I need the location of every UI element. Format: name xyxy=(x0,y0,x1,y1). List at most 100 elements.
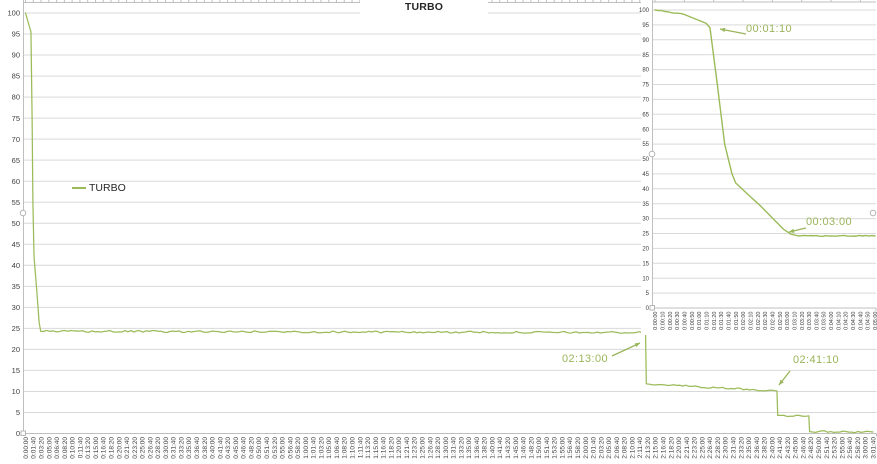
svg-text:30: 30 xyxy=(12,303,20,312)
svg-text:0:02:30: 0:02:30 xyxy=(763,312,769,330)
svg-text:2:46:40: 2:46:40 xyxy=(800,437,807,459)
main-chart-x-tick-labels: 0:00:00 0:01:40 0:03:20 0:05:00 0:06:40 0:08:… xyxy=(23,437,877,459)
svg-text:0:08:20: 0:08:20 xyxy=(62,437,69,459)
svg-text:70: 70 xyxy=(642,98,649,104)
svg-text:0:50:00: 0:50:00 xyxy=(256,437,263,459)
svg-text:1:53:20: 1:53:20 xyxy=(552,437,559,459)
svg-text:0: 0 xyxy=(646,306,650,312)
svg-text:0:02:20: 0:02:20 xyxy=(756,312,762,330)
legend-label: TURBO xyxy=(89,182,126,194)
svg-text:25: 25 xyxy=(12,324,20,333)
svg-text:0: 0 xyxy=(16,429,20,438)
inset-chart-top-ticks xyxy=(654,0,861,2)
svg-text:2:33:20: 2:33:20 xyxy=(738,437,745,459)
svg-text:1:23:20: 1:23:20 xyxy=(412,437,419,459)
svg-text:2:08:20: 2:08:20 xyxy=(622,437,629,459)
svg-text:0:30:00: 0:30:00 xyxy=(163,437,170,459)
svg-text:0:53:20: 0:53:20 xyxy=(272,437,279,459)
annotation-arrowhead xyxy=(720,27,726,33)
svg-text:2:18:20: 2:18:20 xyxy=(668,437,675,459)
svg-text:75: 75 xyxy=(642,83,649,89)
svg-text:1:46:40: 1:46:40 xyxy=(521,437,528,459)
svg-text:0:10:00: 0:10:00 xyxy=(70,437,77,459)
svg-text:55: 55 xyxy=(12,198,20,207)
svg-text:2:03:20: 2:03:20 xyxy=(598,437,605,459)
svg-text:70: 70 xyxy=(12,135,20,144)
svg-text:1:21:40: 1:21:40 xyxy=(404,437,411,459)
svg-text:1:43:20: 1:43:20 xyxy=(505,437,512,459)
svg-text:0:03:50: 0:03:50 xyxy=(822,312,828,330)
svg-text:0:03:20: 0:03:20 xyxy=(39,437,46,459)
svg-text:10: 10 xyxy=(12,387,20,396)
svg-text:0:36:40: 0:36:40 xyxy=(194,437,201,459)
svg-text:0:38:20: 0:38:20 xyxy=(202,437,209,459)
svg-text:1:30:00: 1:30:00 xyxy=(443,437,450,459)
svg-text:0:40:00: 0:40:00 xyxy=(210,437,217,459)
svg-text:45: 45 xyxy=(12,240,20,249)
svg-text:2:51:40: 2:51:40 xyxy=(824,437,831,459)
selection-handle xyxy=(19,209,27,217)
svg-text:90: 90 xyxy=(642,38,649,44)
svg-text:80: 80 xyxy=(642,68,649,74)
inset-chart-annotations: 00:01:10 00:03:00 xyxy=(719,23,852,233)
svg-text:50: 50 xyxy=(642,157,649,163)
svg-text:55: 55 xyxy=(642,142,649,148)
annotation-label: 00:01:10 xyxy=(746,23,792,35)
svg-text:2:48:20: 2:48:20 xyxy=(808,437,815,459)
svg-text:35: 35 xyxy=(642,202,649,208)
svg-text:1:01:40: 1:01:40 xyxy=(311,437,318,459)
svg-text:1:03:20: 1:03:20 xyxy=(318,437,325,459)
svg-text:0:04:10: 0:04:10 xyxy=(836,312,842,330)
svg-text:0:00:30: 0:00:30 xyxy=(675,312,681,330)
svg-text:1:11:40: 1:11:40 xyxy=(357,437,364,459)
svg-text:0:33:20: 0:33:20 xyxy=(178,437,185,459)
svg-text:0:55:00: 0:55:00 xyxy=(280,437,287,459)
svg-text:0:00:40: 0:00:40 xyxy=(682,312,688,330)
svg-text:0:03:40: 0:03:40 xyxy=(814,312,820,330)
legend[interactable]: TURBO xyxy=(72,182,126,194)
svg-text:1:16:40: 1:16:40 xyxy=(381,437,388,459)
svg-text:0:13:20: 0:13:20 xyxy=(85,437,92,459)
svg-text:1:26:40: 1:26:40 xyxy=(427,437,434,459)
svg-text:100: 100 xyxy=(7,9,20,18)
svg-text:95: 95 xyxy=(642,23,649,29)
svg-text:1:00:00: 1:00:00 xyxy=(303,437,310,459)
svg-text:1:31:40: 1:31:40 xyxy=(451,437,458,459)
inset-background xyxy=(641,0,877,335)
svg-text:1:38:20: 1:38:20 xyxy=(482,437,489,459)
svg-text:25: 25 xyxy=(642,232,649,238)
svg-text:1:48:20: 1:48:20 xyxy=(528,437,535,459)
svg-text:2:13:20: 2:13:20 xyxy=(645,437,652,459)
svg-text:2:30:00: 2:30:00 xyxy=(723,437,730,459)
svg-text:0:56:40: 0:56:40 xyxy=(287,437,294,459)
svg-text:0:01:50: 0:01:50 xyxy=(734,312,740,330)
svg-text:0:00:00: 0:00:00 xyxy=(653,312,659,330)
svg-text:0:01:40: 0:01:40 xyxy=(31,437,38,459)
selection-handle xyxy=(648,150,656,158)
svg-text:0:01:00: 0:01:00 xyxy=(697,312,703,330)
svg-text:65: 65 xyxy=(642,112,649,118)
main-chart-series-line xyxy=(24,12,874,434)
annotation-arrowhead xyxy=(634,343,640,348)
svg-text:15: 15 xyxy=(12,366,20,375)
svg-text:0:02:00: 0:02:00 xyxy=(741,312,747,330)
svg-text:40: 40 xyxy=(12,261,20,270)
svg-text:2:38:20: 2:38:20 xyxy=(762,437,769,459)
svg-text:2:21:40: 2:21:40 xyxy=(684,437,691,459)
svg-text:0:04:50: 0:04:50 xyxy=(866,312,872,330)
svg-text:1:45:00: 1:45:00 xyxy=(513,437,520,459)
inset-chart-x-tick-labels: 0:00:00 0:00:10 0:00:20 0:00:30 0:00:40 0:00:… xyxy=(653,312,877,330)
svg-text:0:48:20: 0:48:20 xyxy=(248,437,255,459)
svg-text:1:50:00: 1:50:00 xyxy=(536,437,543,459)
svg-text:100: 100 xyxy=(639,8,650,14)
svg-text:2:58:20: 2:58:20 xyxy=(855,437,862,459)
svg-text:0:06:40: 0:06:40 xyxy=(54,437,61,459)
svg-text:60: 60 xyxy=(642,127,649,133)
svg-text:0:02:40: 0:02:40 xyxy=(770,312,776,330)
svg-text:0:20:00: 0:20:00 xyxy=(116,437,123,459)
svg-text:1:06:40: 1:06:40 xyxy=(334,437,341,459)
svg-text:1:08:20: 1:08:20 xyxy=(342,437,349,459)
svg-text:0:01:10: 0:01:10 xyxy=(704,312,710,330)
